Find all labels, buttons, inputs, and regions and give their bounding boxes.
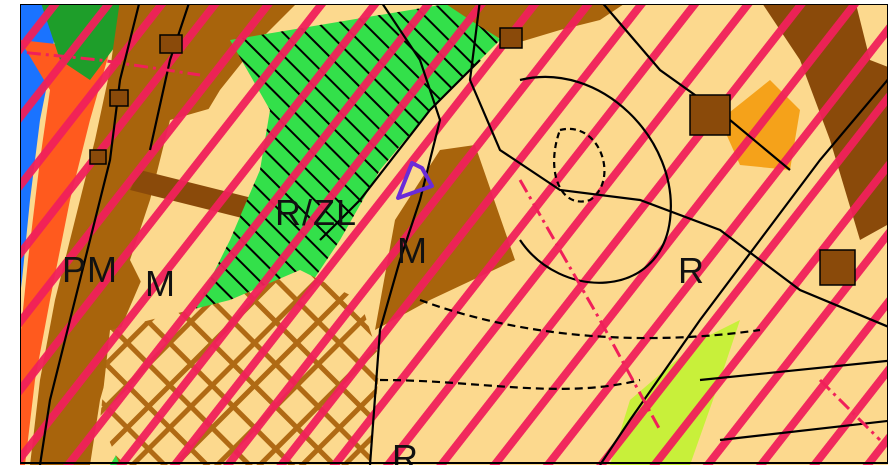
boundary-line-1 [699, 358, 896, 382]
contour-2 [553, 127, 606, 203]
label-r-bottom: R [392, 437, 419, 465]
label-m-center: M [397, 230, 428, 271]
road-line-5 [319, 59, 481, 241]
building-3 [499, 27, 523, 49]
dashdot-2 [518, 179, 662, 431]
road-line-4 [599, 69, 896, 465]
buildings [89, 27, 856, 286]
contour-3 [419, 298, 761, 340]
label-r-zl: R/ZL [275, 192, 357, 233]
road-line-west [38, 0, 142, 465]
contour-4 [379, 378, 641, 390]
contour-1 [519, 75, 672, 284]
road-line-west-2 [148, 0, 192, 151]
label-r-east: R [678, 250, 705, 291]
label-pm: PM [62, 249, 118, 290]
map-lines [38, 0, 896, 465]
left-margin [0, 0, 20, 465]
building-6 [89, 149, 107, 165]
right-margin [888, 0, 896, 465]
top-margin [0, 0, 896, 4]
boundary-line-2 [719, 418, 896, 442]
building-5 [109, 89, 129, 107]
building-1 [689, 94, 731, 136]
dashdot-1 [0, 48, 201, 77]
road-line-1 [368, 0, 442, 465]
building-4 [159, 34, 183, 54]
road-line-2 [468, 0, 896, 332]
boundary-dashdot [0, 48, 882, 442]
building-2 [819, 249, 856, 286]
label-m-west: M [145, 263, 176, 304]
selected-parcel-outline[interactable] [396, 161, 434, 200]
